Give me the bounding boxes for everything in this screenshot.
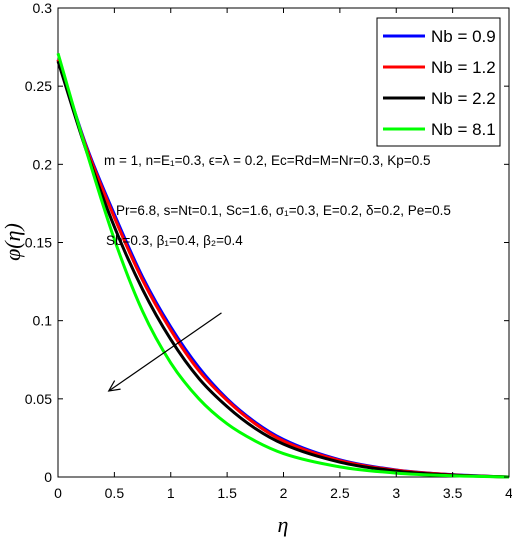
legend-box <box>376 17 501 147</box>
x-tick-label: 3.5 <box>443 485 463 501</box>
annotation-line-1: m = 1, n=E₁=0.3, ϵ=λ = 0.2, Ec=Rd=M=Nr=0… <box>104 153 430 168</box>
plot-area <box>56 7 510 479</box>
x-tick-label: 1 <box>167 485 175 501</box>
x-tick-label: 4 <box>505 485 512 501</box>
x-tick-label: 0 <box>54 485 62 501</box>
y-tick-label: 0.15 <box>25 235 52 251</box>
legend-label: Nb = 0.9 <box>431 27 496 46</box>
series-line-nb-2 <box>56 60 510 479</box>
trend-arrow <box>107 312 222 392</box>
x-tick-label: 3 <box>392 485 400 501</box>
y-tick-label: 0 <box>44 469 52 485</box>
axis-ticks: 0 0.5 1 1.5 2 2.5 3 3.5 4 0 0.05 0.1 0.15 0.2 0.25 0.3 <box>25 0 512 501</box>
x-tick-label: 0.5 <box>105 485 125 501</box>
y-tick-label: 0.1 <box>33 313 53 329</box>
y-tick-label: 0.3 <box>33 0 53 16</box>
legend-label: Nb = 2.2 <box>431 89 496 108</box>
y-axis-title: φ(η) <box>0 223 25 261</box>
arrow-shaft <box>108 312 222 392</box>
annotation-line-3: Sb=0.3, β₁=0.4, β₂=0.4 <box>106 233 243 248</box>
x-tick-label: 1.5 <box>217 485 237 501</box>
legend: Nb = 0.9 Nb = 1.2 Nb = 2.2 Nb = 8.1 <box>376 17 501 147</box>
y-tick-label: 0.25 <box>25 78 52 94</box>
x-tick-label: 2.5 <box>330 485 350 501</box>
x-axis-title: η <box>278 512 289 537</box>
y-tick-label: 0.2 <box>33 156 53 172</box>
y-tick-label: 0.05 <box>25 391 52 407</box>
legend-label: Nb = 8.1 <box>431 120 496 139</box>
annotation-line-2: Pr=6.8, s=Nt=0.1, Sc=1.6, σ₁=0.3, E=0.2,… <box>116 203 451 218</box>
legend-label: Nb = 1.2 <box>431 58 496 77</box>
x-tick-label: 2 <box>280 485 288 501</box>
arrow-head <box>107 380 121 392</box>
